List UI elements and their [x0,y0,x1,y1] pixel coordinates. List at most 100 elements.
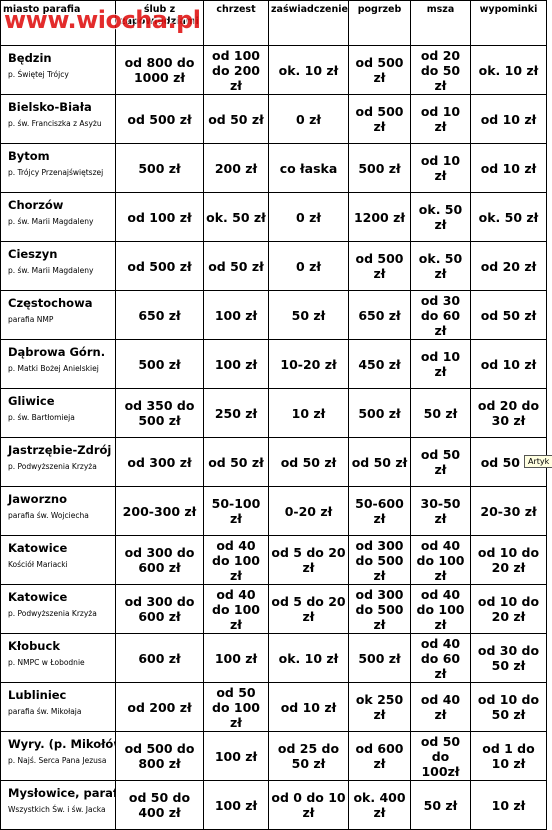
price-cell: ok. 50 zł [410,192,471,242]
city-cell: Mysłowice, parafie Wszystkich Św. i św. J… [0,780,116,830]
column-header: wypominki [470,0,547,46]
city-cell: Będzin p. Świętej Trójcy [0,45,116,95]
price-cell: od 200 zł [115,682,204,732]
city-name: Jaworzno [8,492,68,506]
table-body: Będzin p. Świętej Trójcy od 800 do 1000 zł… [0,45,547,830]
parish-name: p. św. Marii Magdaleny [8,217,94,226]
table-row: Jaworzno parafia św. Wojciecha 200-300 zł 5… [0,486,547,536]
parish-name: p. św. Franciszka z Asyżu [8,119,102,128]
price-cell: ok. 400 zł [348,780,411,830]
price-cell: 650 zł [348,290,411,340]
price-cell: od 40 do 100 zł [203,584,269,634]
price-cell: od 50 zł [203,437,269,487]
price-cell: od 50 zł [470,290,547,340]
column-header: chrzest [203,0,269,46]
city-name: Bytom [8,149,50,163]
city-name: Bielsko-Biała [8,100,92,114]
price-cell: od 50 zł [348,437,411,487]
city-name: Chorzów [8,198,64,212]
table-row: Jastrzębie-Zdrój p. Podwyższenia Krzyża od… [0,437,547,487]
price-cell: 500 zł [348,388,411,438]
price-cell: 50 zł [410,388,471,438]
price-cell: od 300 do 500 zł [348,584,411,634]
table-row: Katowice Kościół Mariacki od 300 do 600 zł… [0,535,547,585]
price-cell: 50-100 zł [203,486,269,536]
price-cell: od 5 do 20 zł [268,535,349,585]
price-cell: 30-50 zł [410,486,471,536]
price-cell: od 300 do 600 zł [115,584,204,634]
price-cell: od 10 do 50 zł [470,682,547,732]
city-cell: Chorzów p. św. Marii Magdaleny [0,192,116,242]
city-cell: Częstochowa parafia NMP [0,290,116,340]
parish-name: p. Podwyższenia Krzyża [8,462,97,471]
price-cell: co łaska [268,143,349,193]
price-cell: od 10 zł [470,339,547,389]
price-cell: od 5 do 20 zł [268,584,349,634]
price-cell: 100 zł [203,290,269,340]
price-cell: ok. 10 zł [268,633,349,683]
price-cell: od 500 zł [115,241,204,291]
price-cell: od 40 do 100 zł [410,535,471,585]
city-cell: Cieszyn p. św. Marii Magdaleny [0,241,116,291]
city-name: Kłobuck [8,639,60,653]
price-cell: od 1 do 10 zł [470,731,547,781]
price-cell: od 10 zł [410,143,471,193]
parish-name: parafia św. Mikołaja [8,707,82,716]
parish-name: p. Najś. Serca Pana Jezusa [8,756,107,765]
price-cell: od 10 do 20 zł [470,584,547,634]
price-cell: 0 zł [268,94,349,144]
price-cell: ok. 50 zł [203,192,269,242]
price-cell: ok. 10 zł [470,45,547,95]
table-row: Częstochowa parafia NMP 650 zł 100 zł 50 zł 6… [0,290,547,340]
city-name: Dąbrowa Górn. [8,345,106,359]
price-cell: od 500 zł [348,94,411,144]
city-cell: Gliwice p. św. Bartłomieja [0,388,116,438]
city-cell: Jastrzębie-Zdrój p. Podwyższenia Krzyża [0,437,116,487]
city-name: Wyry. (p. Mikołów) [8,737,115,751]
price-cell: 500 zł [115,143,204,193]
price-cell: 10 zł [470,780,547,830]
price-cell: 200 zł [203,143,269,193]
price-cell: 10 zł [268,388,349,438]
price-cell: od 20 zł [470,241,547,291]
table-row: Lubliniec parafia św. Mikołaja od 200 zł od… [0,682,547,732]
table-row: Chorzów p. św. Marii Magdaleny od 100 zł ok… [0,192,547,242]
city-cell: Bielsko-Biała p. św. Franciszka z Asyżu [0,94,116,144]
price-cell: 50-600 zł [348,486,411,536]
price-cell: ok. 10 zł [268,45,349,95]
city-cell: Katowice p. Podwyższenia Krzyża [0,584,116,634]
parish-name: p. Trójcy Przenajświętszej [8,168,104,177]
price-cell: od 50 do 400 zł [115,780,204,830]
price-cell: 100 zł [203,780,269,830]
price-cell: 0 zł [268,192,349,242]
parish-name: Kościół Mariacki [8,560,68,569]
parish-name: parafia św. Wojciecha [8,511,89,520]
price-cell: od 50 do 100zł [410,731,471,781]
city-cell: Kłobuck p. NMPC w Łobodnie [0,633,116,683]
price-cell: 10-20 zł [268,339,349,389]
price-cell: od 0 do 10 zł [268,780,349,830]
price-cell: od 500 zł [115,94,204,144]
price-cell: 600 zł [115,633,204,683]
parish-name: p. Świętej Trójcy [8,70,69,79]
city-name: Będzin [8,51,52,65]
parish-name: parafia NMP [8,315,54,324]
price-cell: 500 zł [348,143,411,193]
price-cell: 250 zł [203,388,269,438]
price-cell: od 300 do 500 zł [348,535,411,585]
column-header: ślub z zapowiedziami [115,0,204,46]
price-cell: od 10 zł [268,682,349,732]
table-row: Cieszyn p. św. Marii Magdaleny od 500 zł od… [0,241,547,291]
header-row: miasto parafia ślub z zapowiedziami chrzes… [0,0,547,46]
table-row: Katowice p. Podwyższenia Krzyża od 300 do … [0,584,547,634]
price-cell: od 10 zł [410,339,471,389]
table-row: Gliwice p. św. Bartłomieja od 350 do 500 z… [0,388,547,438]
parish-name: p. Matki Bożej Anielskiej [8,364,99,373]
city-cell: Wyry. (p. Mikołów) p. Najś. Serca Pana Je… [0,731,116,781]
price-cell: od 600 zł [348,731,411,781]
price-cell: od 50 zł [203,241,269,291]
price-cell: od 50 zł [268,437,349,487]
city-cell: Lubliniec parafia św. Mikołaja [0,682,116,732]
price-cell: 100 zł [203,633,269,683]
